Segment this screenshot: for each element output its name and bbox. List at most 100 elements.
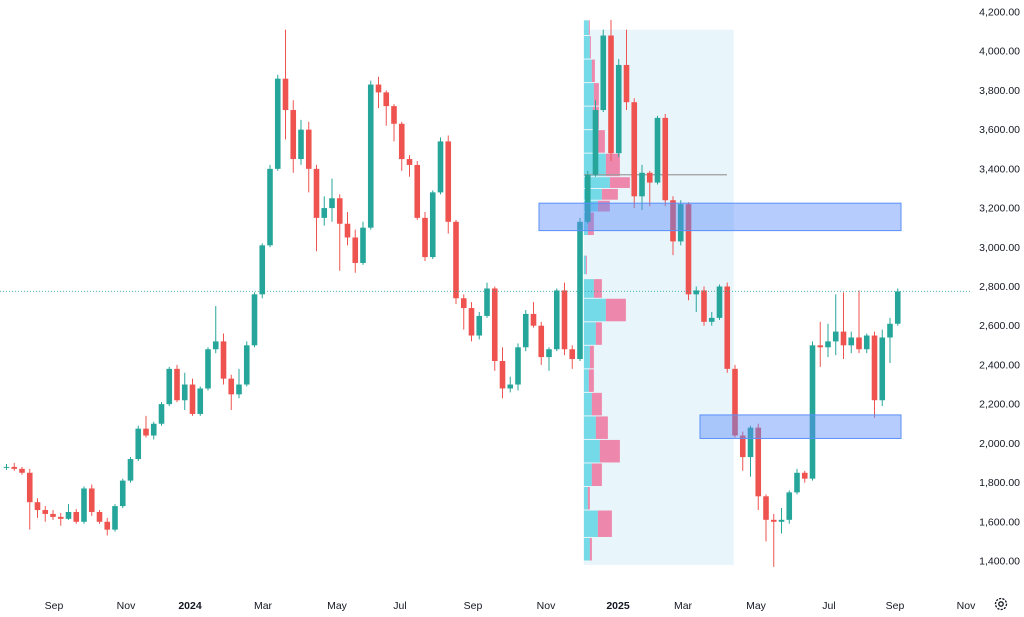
candle: [429, 190, 436, 260]
profile-bar-up: [583, 537, 590, 561]
profile-bar-down: [591, 392, 602, 416]
candle: [26, 468, 33, 530]
candle-body: [770, 519, 777, 522]
zones: [0, 202, 970, 439]
candle: [274, 74, 281, 171]
candle-body: [747, 427, 754, 458]
candle-body: [26, 472, 33, 503]
candle-body: [205, 349, 211, 389]
profile-bar-down: [595, 322, 602, 345]
candle-body: [174, 368, 180, 401]
candle: [615, 59, 622, 158]
candle: [747, 425, 754, 477]
candle: [685, 202, 692, 301]
candle-body: [530, 313, 537, 326]
candle-body: [522, 313, 529, 348]
candle-body: [329, 198, 335, 209]
candle: [460, 294, 467, 330]
candle-body: [96, 511, 103, 522]
candle-body: [344, 223, 351, 238]
candle: [716, 284, 723, 320]
profile-bar-down: [597, 200, 610, 212]
profile-bar-down: [605, 153, 620, 177]
candle-body: [88, 488, 95, 512]
candle: [879, 329, 886, 407]
candle: [639, 164, 645, 211]
candle: [468, 302, 475, 342]
candle-body: [391, 106, 397, 124]
candle: [205, 347, 211, 391]
candle-body: [50, 513, 56, 517]
candle: [832, 294, 839, 356]
candle-body: [367, 84, 374, 228]
candle-body: [484, 288, 490, 316]
candle: [197, 386, 204, 416]
x-tick-label: Mar: [674, 600, 693, 612]
profile-bar-down: [589, 345, 594, 369]
profile-bar-up: [583, 106, 593, 130]
candle-body: [608, 35, 614, 154]
candle: [228, 374, 235, 411]
axes: 4,200.00 4,000.00 3,800.00 3,600.00 3,400.00…: [45, 7, 1021, 613]
candle: [422, 211, 428, 262]
candle: [786, 490, 793, 524]
candle: [282, 29, 289, 140]
candle-body: [856, 337, 862, 350]
x-tick-label: Sep: [464, 600, 483, 612]
x-tick-label: 2024: [178, 600, 202, 612]
candle-body: [104, 521, 111, 530]
profile-bar-up: [583, 212, 588, 236]
candle-body: [817, 345, 824, 348]
candle: [553, 288, 560, 352]
candle-body: [553, 290, 560, 350]
candle-body: [732, 368, 738, 436]
candle: [840, 292, 847, 360]
profile-bar-down: [593, 83, 599, 106]
candle-body: [212, 341, 219, 350]
candle: [50, 510, 56, 520]
candle: [181, 372, 188, 411]
demand-zone-lower: [699, 414, 902, 439]
candle: [608, 19, 614, 162]
profile-bar-up: [583, 177, 610, 188]
candle-body: [468, 308, 475, 336]
candle: [445, 135, 452, 234]
profile-bar-up: [583, 59, 592, 83]
profile-bar-down: [589, 36, 591, 59]
candle-body: [569, 349, 576, 360]
candle: [600, 29, 607, 112]
candle: [158, 402, 165, 426]
candle: [453, 219, 459, 305]
candle-body: [538, 325, 545, 358]
profile-range-bg: [583, 29, 734, 565]
y-tick-label: 2,200.00: [979, 399, 1020, 411]
profile-bar-down: [599, 439, 620, 463]
profile-bar-down: [589, 537, 592, 561]
candle: [3, 463, 10, 470]
candle-body: [677, 204, 684, 242]
candle: [112, 504, 118, 532]
candle: [267, 164, 273, 248]
candle-body: [445, 141, 452, 222]
settings-gear-icon[interactable]: [993, 596, 1009, 612]
candle-body: [422, 217, 428, 258]
candle: [701, 286, 707, 326]
y-tick-label: 2,800.00: [979, 281, 1020, 293]
candle: [96, 510, 103, 524]
candle: [65, 504, 72, 520]
candle: [360, 221, 366, 265]
candle-body: [383, 92, 390, 107]
candle-body: [701, 290, 707, 322]
candle-body: [220, 341, 227, 379]
candle: [662, 113, 669, 207]
candle: [476, 311, 483, 340]
candle-body: [600, 35, 607, 111]
candle-body: [321, 208, 328, 218]
candle: [577, 217, 583, 362]
profile-bar-down: [609, 177, 630, 188]
candle: [367, 80, 374, 230]
candle-body: [894, 291, 901, 324]
candle: [73, 509, 80, 524]
candle: [290, 100, 297, 173]
y-tick-label: 4,000.00: [979, 46, 1020, 58]
